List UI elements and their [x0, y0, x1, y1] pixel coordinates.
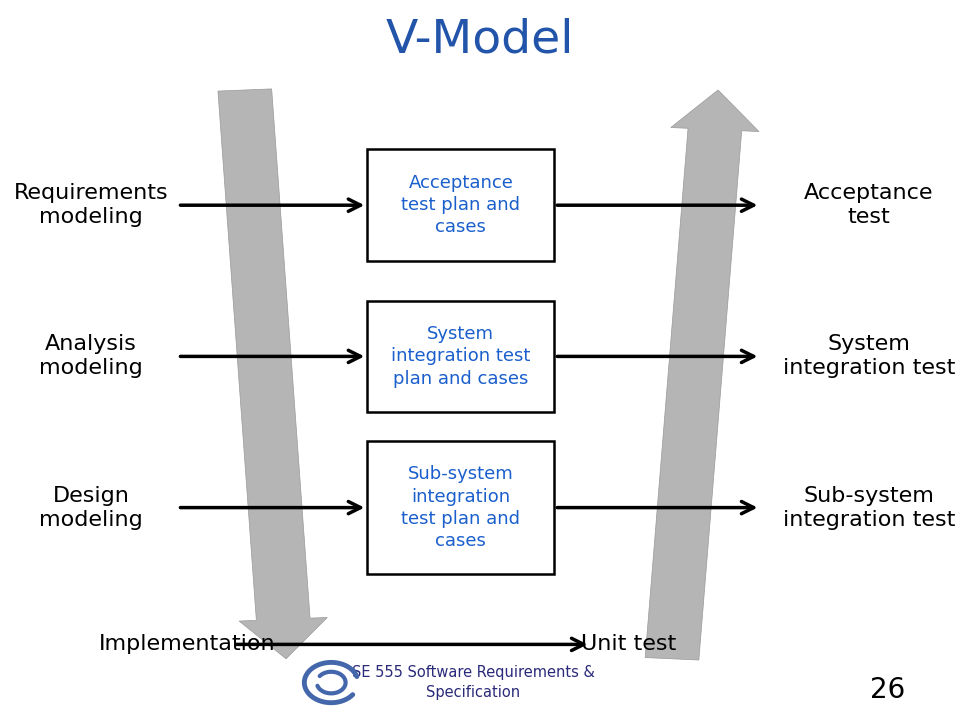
Polygon shape	[218, 89, 327, 659]
FancyBboxPatch shape	[367, 441, 554, 575]
Text: Design
modeling: Design modeling	[39, 485, 143, 530]
Text: SE 555 Software Requirements &
Specification: SE 555 Software Requirements & Specifica…	[352, 665, 594, 701]
FancyBboxPatch shape	[367, 301, 554, 412]
Polygon shape	[645, 90, 759, 660]
Text: Acceptance
test plan and
cases: Acceptance test plan and cases	[401, 174, 520, 236]
Text: Acceptance
test: Acceptance test	[804, 183, 933, 228]
Text: Unit test: Unit test	[581, 634, 677, 654]
Text: Sub-system
integration
test plan and
cases: Sub-system integration test plan and cas…	[401, 465, 520, 550]
Text: System
integration test
plan and cases: System integration test plan and cases	[391, 325, 531, 387]
Text: V-Model: V-Model	[386, 17, 574, 62]
Text: System
integration test: System integration test	[782, 334, 955, 379]
Text: Analysis
modeling: Analysis modeling	[39, 334, 143, 379]
Text: Sub-system
integration test: Sub-system integration test	[782, 485, 955, 530]
Text: Requirements
modeling: Requirements modeling	[13, 183, 169, 228]
FancyBboxPatch shape	[367, 149, 554, 261]
Text: Implementation: Implementation	[99, 634, 276, 654]
Text: 26: 26	[871, 676, 905, 703]
